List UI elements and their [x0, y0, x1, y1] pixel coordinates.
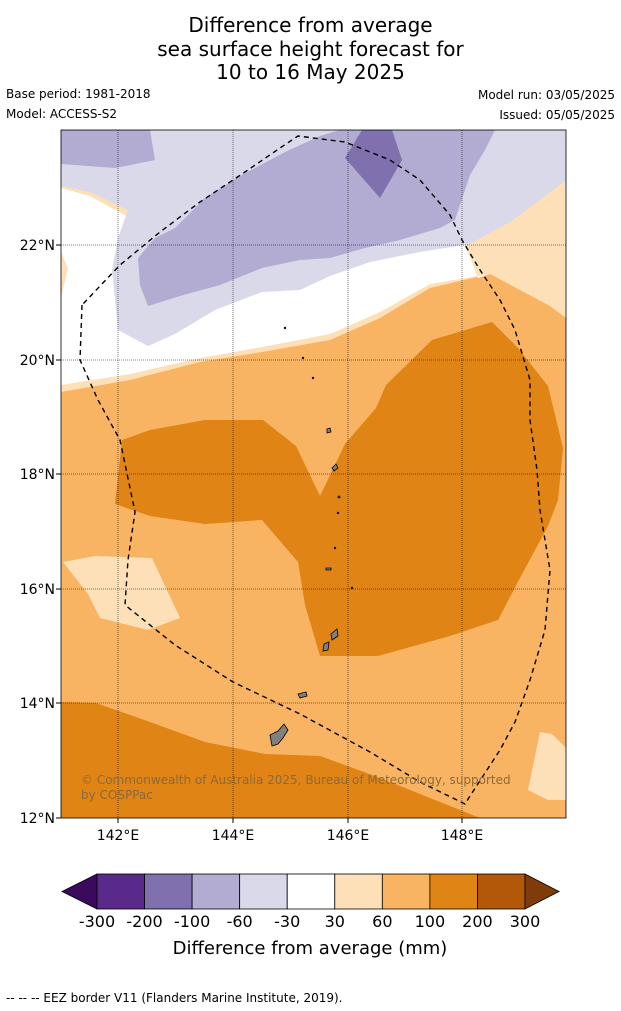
colorbar-segment: [381, 873, 431, 910]
title-line-2: sea surface height forecast for: [157, 36, 464, 61]
colorbar-extend-max: [524, 873, 560, 910]
colorbar-tick-label: 60: [372, 912, 392, 931]
island-saipan: [330, 628, 339, 641]
colorbar-tick-label: 300: [510, 912, 541, 931]
island-guam: [269, 723, 289, 747]
colorbar-segment: [334, 873, 383, 910]
lon-label-144: 144°E: [212, 828, 255, 844]
contour-neg100-neg60-west: [61, 130, 155, 168]
colorbar-tick-label: 30: [325, 912, 345, 931]
colorbar-tick-label: -300: [79, 912, 115, 931]
issued-label: Issued: 05/05/2025: [499, 108, 615, 122]
lat-label-22: 22°N: [20, 238, 55, 254]
eez-border: [79, 135, 551, 805]
colorbar: -300 -200 -100 -60 -30 30 60 100 200 300: [61, 873, 560, 931]
colorbar-title: Difference from average (mm): [173, 938, 448, 959]
colorbar-segment: [144, 873, 193, 910]
island-asuncion: [311, 376, 315, 380]
lon-label-146: 146°E: [327, 828, 370, 844]
colorbar-tick-label: 200: [462, 912, 493, 931]
colorbar-segment: [239, 873, 288, 910]
lon-axis: 142°E 144°E 146°E 148°E: [97, 818, 484, 844]
island-agrihan: [326, 427, 332, 434]
contour-30-60-edge: [61, 252, 68, 298]
colorbar-tick-label: -60: [227, 912, 253, 931]
colorbar-tick-label: -30: [274, 912, 300, 931]
island-maug: [301, 356, 305, 360]
lon-label-148: 148°E: [441, 828, 484, 844]
island-anatahan: [325, 567, 332, 571]
colorbar-segment: [477, 873, 526, 910]
model-run-label: Model run: 03/05/2025: [477, 88, 615, 102]
contour-neg100-neg60-main: [138, 130, 495, 306]
island-uracas: [283, 326, 287, 330]
colorbar-segment: [96, 873, 145, 910]
colorbar-tick-label: -200: [126, 912, 162, 931]
island-guguan: [336, 511, 340, 515]
lat-label-16: 16°N: [20, 582, 55, 598]
island-sarigan: [333, 546, 337, 550]
island-rota: [297, 691, 308, 699]
title-line-1: Difference from average: [188, 13, 433, 37]
colorbar-segment: [429, 873, 478, 910]
island-farallon: [350, 586, 354, 590]
lon-label-142: 142°E: [97, 828, 140, 844]
eez-footer-note: -- -- -- EEZ border V11 (Flanders Marine…: [6, 991, 343, 1005]
colorbar-segment: [286, 873, 336, 910]
map-title: Difference from average sea surface heig…: [0, 13, 621, 85]
contour-30-60-patch-west: [63, 556, 180, 630]
model-label: Model: ACCESS-S2: [6, 107, 118, 121]
lat-label-20: 20°N: [20, 353, 55, 369]
island-tinian: [322, 641, 330, 652]
contour-30-60-patch-east: [528, 732, 566, 800]
copyright-line-2: by COSPPac: [81, 788, 153, 802]
copyright-line-1: © Commonwealth of Australia 2025, Bureau…: [81, 773, 511, 787]
lat-label-12: 12°N: [20, 811, 55, 827]
island-pagan: [331, 463, 339, 472]
lat-axis: 22°N 20°N 18°N 16°N 14°N 12°N: [20, 238, 61, 827]
contour-map: © Commonwealth of Australia 2025, Bureau…: [61, 130, 566, 818]
lat-label-18: 18°N: [20, 467, 55, 483]
base-period-label: Base period: 1981-2018: [6, 87, 151, 101]
lat-label-14: 14°N: [20, 696, 55, 712]
island-alamagan: [337, 495, 341, 499]
colorbar-tick-label: 100: [415, 912, 446, 931]
contour-100-200-south: [61, 702, 480, 818]
colorbar-extend-min: [61, 873, 98, 910]
colorbar-tick-label: -100: [174, 912, 210, 931]
title-line-3: 10 to 16 May 2025: [216, 60, 405, 84]
islands: [269, 326, 354, 747]
contour-100-200-north: [115, 322, 563, 656]
colorbar-segment: [191, 873, 241, 910]
